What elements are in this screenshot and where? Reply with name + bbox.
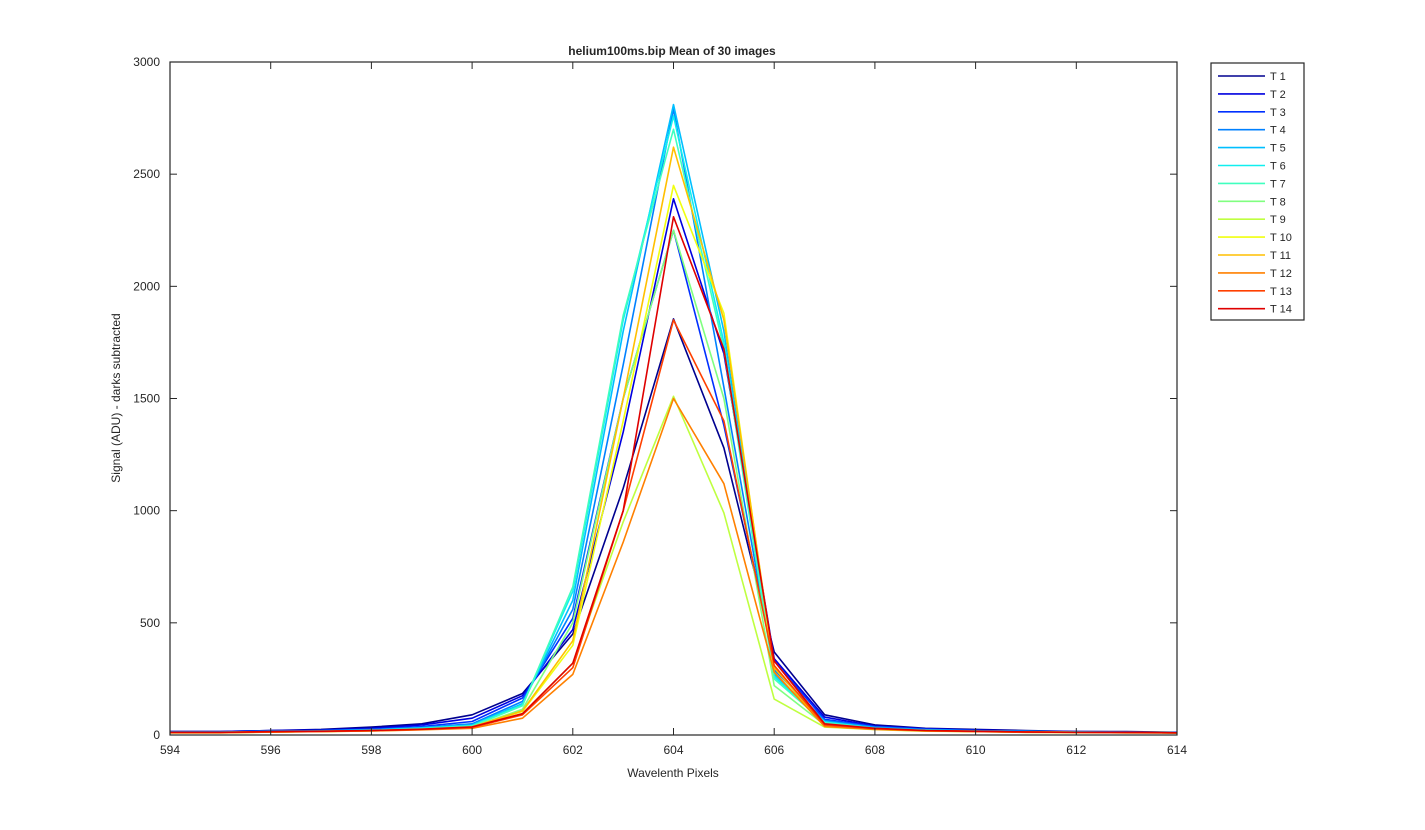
legend-label-7: T 7 [1270, 178, 1286, 190]
legend-item: T 2 [1218, 89, 1286, 101]
legend-label-11: T 11 [1270, 250, 1291, 262]
x-tick-label-1: 596 [261, 743, 281, 757]
legend-label-13: T 13 [1270, 286, 1292, 298]
x-axis-label: Wavelenth Pixels [627, 766, 719, 780]
legend-box [1210, 62, 1305, 321]
legend-label-4: T 4 [1270, 125, 1286, 137]
axes-box [169, 61, 1178, 736]
legend-item: T 13 [1218, 286, 1292, 298]
x-tick-label-5: 604 [663, 743, 683, 757]
legend-item: T 4 [1218, 125, 1286, 137]
axis-ticks: 594 596 598 600 602 604 606 608 610 612 614 0 500 100… [133, 55, 1187, 757]
series-line-14 [170, 216, 1178, 734]
legend-item: T 7 [1218, 178, 1286, 190]
x-tick-label-8: 610 [966, 743, 986, 757]
legend-item: T 10 [1218, 232, 1292, 244]
y-tick-label-2: 1000 [133, 504, 160, 518]
x-tick-label-10: 614 [1167, 743, 1187, 757]
legend-item: T 14 [1218, 304, 1292, 316]
legend-item: T 3 [1218, 107, 1286, 119]
legend-item: T 11 [1218, 250, 1291, 262]
legend-label-5: T 5 [1270, 143, 1286, 155]
legend-label-6: T 6 [1270, 161, 1286, 173]
legend-label-8: T 8 [1270, 196, 1286, 208]
legend-label-12: T 12 [1270, 268, 1292, 280]
legend-label-9: T 9 [1270, 214, 1286, 226]
x-tick-label-9: 612 [1066, 743, 1086, 757]
x-tick-label-7: 608 [865, 743, 885, 757]
x-tick-label-3: 600 [462, 743, 482, 757]
x-tick-label-6: 606 [764, 743, 784, 757]
x-tick-label-2: 598 [361, 743, 381, 757]
legend-label-2: T 2 [1270, 89, 1286, 101]
chart-title: helium100ms.bip Mean of 30 images [568, 44, 776, 58]
legend-item: T 8 [1218, 196, 1286, 208]
legend-label-10: T 10 [1270, 232, 1292, 244]
legend-item: T 6 [1218, 161, 1286, 173]
x-tick-label-0: 594 [160, 743, 180, 757]
y-tick-label-6: 3000 [133, 55, 160, 69]
legend-label-14: T 14 [1270, 304, 1292, 316]
legend-item: T 5 [1218, 143, 1286, 155]
y-tick-label-5: 2500 [133, 167, 160, 181]
series-group [170, 103, 1178, 734]
legend-item: T 9 [1218, 214, 1286, 226]
y-tick-label-3: 1500 [133, 392, 160, 406]
y-tick-label-0: 0 [153, 728, 160, 742]
legend-label-3: T 3 [1270, 107, 1286, 119]
legend: T 1 T 2 T 3 T 4 T 5 T 6 T 7 T 8 T 9 T 10 T 11 T 12 T… [1210, 62, 1305, 321]
y-tick-label-1: 500 [140, 616, 160, 630]
legend-label-1: T 1 [1270, 71, 1286, 83]
legend-item: T 12 [1218, 268, 1292, 280]
y-axis-label: Signal (ADU) - darks subtracted [109, 313, 123, 482]
x-tick-label-4: 602 [563, 743, 583, 757]
y-tick-label-4: 2000 [133, 279, 160, 293]
legend-item: T 1 [1218, 71, 1286, 83]
